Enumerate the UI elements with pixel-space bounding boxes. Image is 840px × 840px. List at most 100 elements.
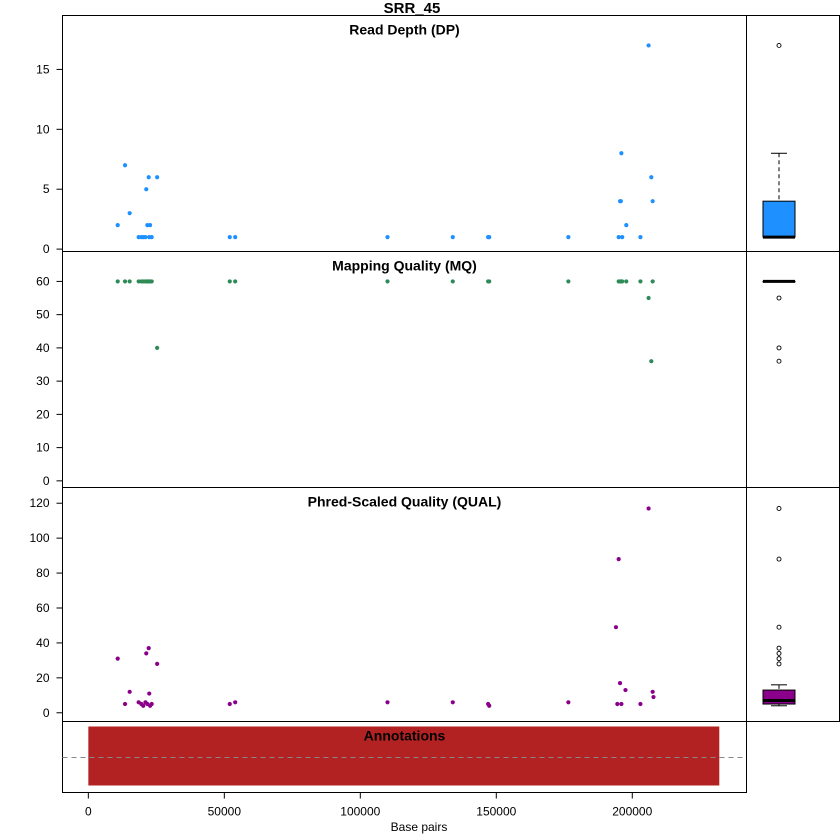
mq-y-tick-label: 30 [36,374,50,388]
mq-point [149,279,154,284]
mq-point [649,359,654,364]
mq-point [385,279,390,284]
dp-point [566,235,571,240]
mq-point [450,279,455,284]
qual-y-tick-label: 120 [29,496,49,510]
mq-outlier [776,295,782,301]
qual-point [613,625,619,630]
qual-point [127,689,132,694]
annotation-bar [88,726,720,786]
mq-point [620,279,625,284]
dp-panel-title: Read Depth (DP) [349,22,459,38]
qual-point [122,701,128,707]
qual-y-tick-label: 0 [43,706,50,720]
mq-point [122,279,128,284]
dp-panel: Read Depth (DP) 0 5 10 15 [36,22,796,256]
x-tick-label: 200000 [612,805,652,819]
qual-point [149,701,154,707]
dp-point [385,235,390,240]
qual-outlier [776,650,782,656]
mq-y-tick-label: 0 [43,474,50,488]
dp-point [122,163,128,168]
mq-y-tick-label: 50 [36,308,50,322]
mq-y-tick-label: 10 [36,441,50,455]
dp-outlier [776,42,782,48]
x-axis: 0 50000 100000 150000 200000 [85,792,653,819]
x-tick-label: 50000 [208,805,242,819]
dp-point [233,235,238,240]
dp-y-tick-label: 5 [43,182,50,196]
mq-y-tick-label: 40 [36,341,50,355]
dp-point [487,235,492,240]
ann-panel: Annotations [62,726,747,786]
qual-y-tick-label: 80 [36,566,50,580]
dp-point [619,151,624,156]
dp-y-tick-label: 0 [43,242,50,256]
mq-point [487,279,492,284]
dp-point [646,43,651,48]
x-tick-label: 100000 [340,805,380,819]
dp-point [650,199,655,204]
qual-y-tick-label: 60 [36,601,50,615]
qual-y-tick-label: 100 [29,531,49,545]
mq-point [115,279,120,284]
qual-point [566,700,571,705]
qual-panel: Phred-Scaled Quality (QUAL) 0 20 40 60 80 100 1… [29,494,796,720]
mq-boxplot [762,279,796,364]
dp-point [127,211,132,216]
x-tick-label: 0 [85,805,92,819]
mq-point [624,279,629,284]
dp-box [762,200,796,238]
dp-y-tick-label: 15 [36,62,50,76]
plot-layer: Read Depth (DP) 0 5 10 15 Mapping Quality (MQ… [29,22,796,819]
mq-point [566,279,571,284]
qual-point [615,701,620,707]
qual-point [144,651,149,656]
qual-box-frame [746,487,840,722]
figure-title: SRR_45 [384,0,441,17]
dp-point [144,187,149,192]
mq-point [233,279,238,284]
mq-point [638,279,643,284]
dp-point [616,235,621,240]
qual-y-tick-label: 40 [36,636,50,650]
mq-point [227,279,232,284]
qual-panel-frame [62,487,747,722]
qual-point [233,700,238,705]
mq-point [646,295,651,301]
dp-point [146,175,151,180]
dp-panel-frame [62,15,747,252]
dp-point [620,235,625,240]
mq-y-tick-label: 60 [36,274,50,288]
mq-outlier [776,345,782,351]
qual-outlier [776,645,782,651]
qual-point [487,703,492,708]
mq-point [155,345,160,350]
mq-y-tick-label: 20 [36,407,50,421]
qual-point [646,506,651,511]
mq-panel-title: Mapping Quality (MQ) [332,258,477,274]
dp-point [147,223,153,228]
qual-point [617,680,623,686]
dp-point [155,175,160,180]
mq-panel: Mapping Quality (MQ) 0 10 20 30 40 50 60 [36,258,796,488]
qual-outlier [776,656,782,662]
dp-y-tick-label: 10 [36,122,50,136]
panel-frames [62,15,840,793]
dp-point [450,235,455,240]
dp-point [149,235,154,240]
qual-point [147,691,152,696]
qual-point [227,701,232,707]
qual-point [619,701,624,707]
dp-point [638,235,643,240]
mq-panel-frame [62,251,747,488]
x-axis-label: Base pairs [391,820,448,834]
mq-outlier [776,358,782,364]
qual-point [385,700,390,705]
qual-outlier [776,556,782,562]
dp-point [115,223,120,228]
qual-point [616,556,621,562]
x-tick-label: 150000 [476,805,516,819]
qual-outlier [776,506,782,511]
